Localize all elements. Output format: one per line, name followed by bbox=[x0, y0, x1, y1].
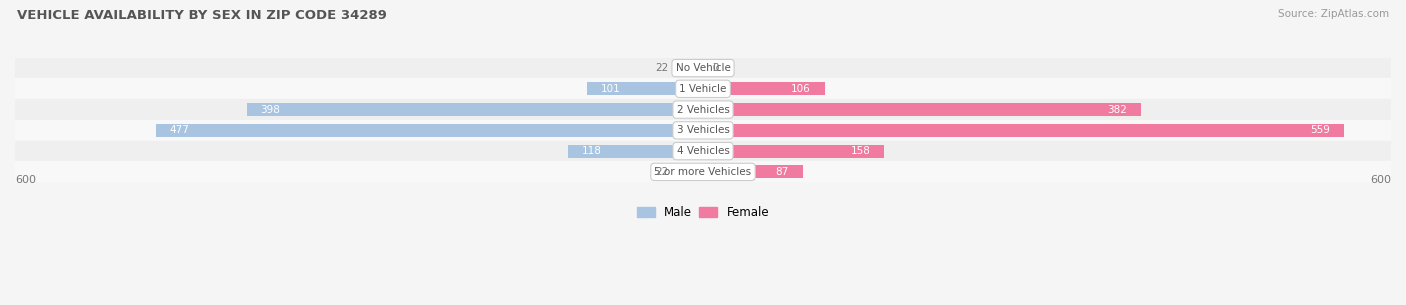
Bar bbox=[703, 82, 824, 95]
Text: 87: 87 bbox=[776, 167, 789, 177]
Text: 5 or more Vehicles: 5 or more Vehicles bbox=[654, 167, 752, 177]
Bar bbox=[246, 103, 703, 116]
Text: 3 Vehicles: 3 Vehicles bbox=[676, 125, 730, 135]
Text: 158: 158 bbox=[851, 146, 870, 156]
Bar bbox=[156, 124, 703, 137]
Text: 559: 559 bbox=[1310, 125, 1330, 135]
Text: 1 Vehicle: 1 Vehicle bbox=[679, 84, 727, 94]
Text: 101: 101 bbox=[600, 84, 620, 94]
Text: Source: ZipAtlas.com: Source: ZipAtlas.com bbox=[1278, 9, 1389, 19]
Bar bbox=[703, 145, 884, 158]
Bar bbox=[15, 162, 1391, 182]
Bar bbox=[678, 165, 703, 178]
Text: VEHICLE AVAILABILITY BY SEX IN ZIP CODE 34289: VEHICLE AVAILABILITY BY SEX IN ZIP CODE … bbox=[17, 9, 387, 22]
Text: 22: 22 bbox=[655, 167, 669, 177]
Bar bbox=[15, 120, 1391, 141]
Text: 398: 398 bbox=[260, 105, 280, 115]
Bar bbox=[15, 141, 1391, 162]
Text: 4 Vehicles: 4 Vehicles bbox=[676, 146, 730, 156]
Bar bbox=[15, 78, 1391, 99]
Text: No Vehicle: No Vehicle bbox=[675, 63, 731, 73]
Text: 106: 106 bbox=[792, 84, 811, 94]
Text: 600: 600 bbox=[15, 175, 37, 185]
Text: 118: 118 bbox=[582, 146, 602, 156]
Bar bbox=[15, 99, 1391, 120]
Bar bbox=[15, 58, 1391, 78]
Text: 22: 22 bbox=[655, 63, 669, 73]
Bar bbox=[703, 124, 1344, 137]
Text: 600: 600 bbox=[1369, 175, 1391, 185]
Bar bbox=[678, 62, 703, 74]
Text: 477: 477 bbox=[170, 125, 190, 135]
Bar bbox=[703, 165, 803, 178]
Text: 382: 382 bbox=[1108, 105, 1128, 115]
Bar bbox=[568, 145, 703, 158]
Legend: Male, Female: Male, Female bbox=[633, 201, 773, 224]
Bar bbox=[703, 103, 1142, 116]
Text: 2 Vehicles: 2 Vehicles bbox=[676, 105, 730, 115]
Bar bbox=[588, 82, 703, 95]
Text: 0: 0 bbox=[713, 63, 718, 73]
